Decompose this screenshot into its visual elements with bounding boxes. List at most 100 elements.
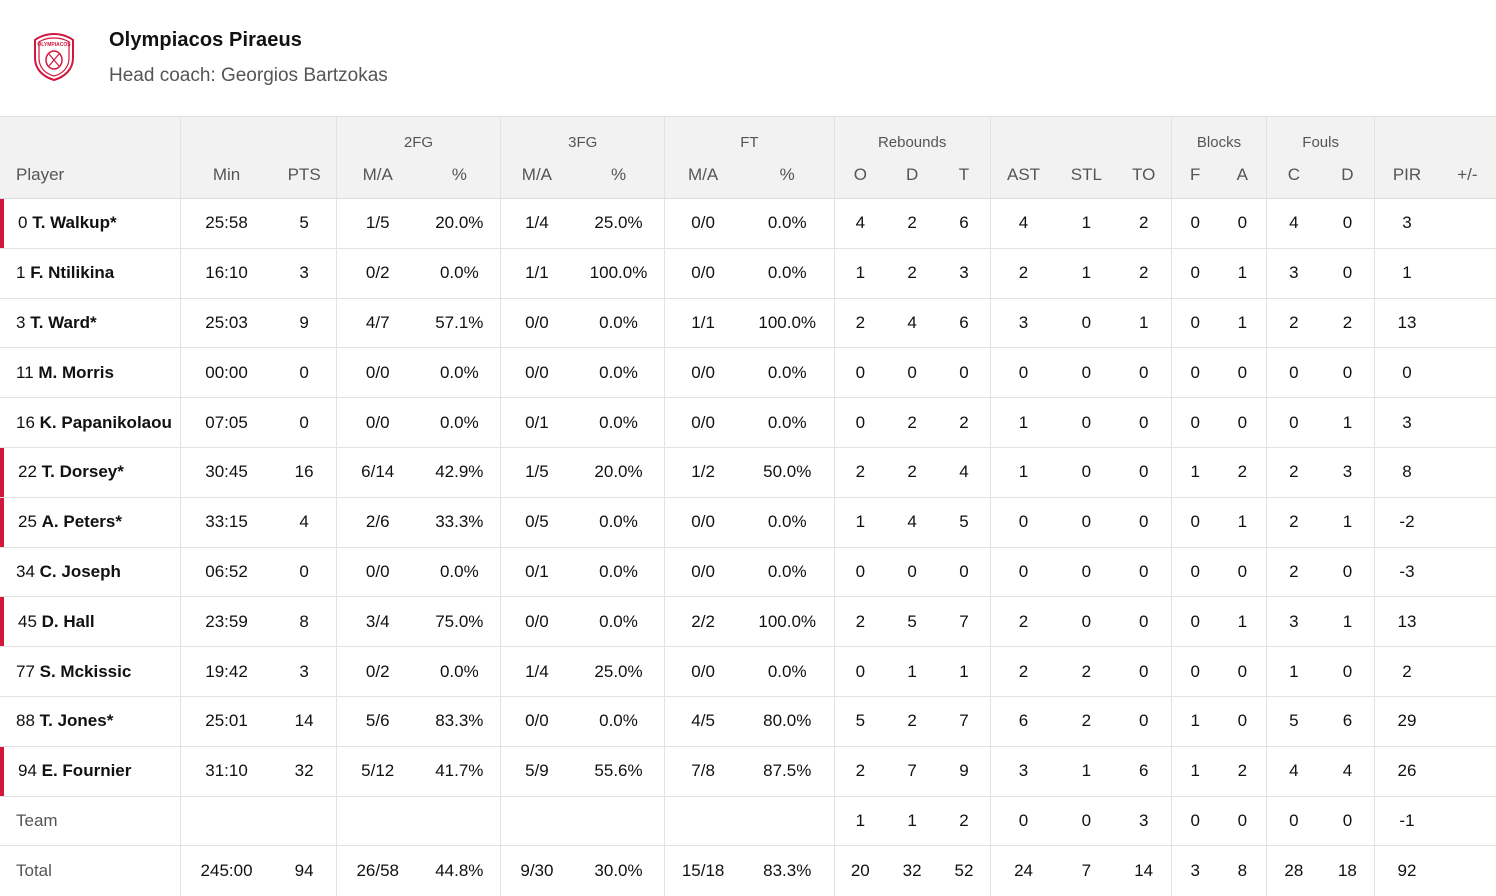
- table-row[interactable]: 11 M. Morris 00:00 0 0/0 0.0% 0/0 0.0% 0/0 0.0% 0…: [0, 347, 1496, 399]
- stat-reb-t: 0: [938, 347, 991, 399]
- col-reb-t[interactable]: T: [938, 152, 991, 199]
- stat-reb-d: 2: [886, 198, 939, 249]
- player-name[interactable]: T. Dorsey*: [41, 462, 124, 482]
- stat-reb-t: 0: [938, 547, 991, 598]
- table-row[interactable]: 25 A. Peters* 33:15 4 2/6 33.3% 0/5 0.0% 0/0 0.0…: [0, 497, 1496, 548]
- player-cell[interactable]: 45 D. Hall: [0, 596, 181, 648]
- stat-plus-minus: [1438, 596, 1496, 648]
- stat-foul-c: 3: [1266, 248, 1321, 299]
- stat-foul-c: 2: [1266, 447, 1321, 498]
- table-row[interactable]: 45 D. Hall 23:59 8 3/4 75.0% 0/0 0.0% 2/2 100.0%…: [0, 596, 1496, 648]
- player-cell[interactable]: 34 C. Joseph: [0, 547, 181, 598]
- stat-blk-a: 0: [1218, 198, 1267, 249]
- col-stl[interactable]: STL: [1056, 152, 1117, 199]
- table-row[interactable]: 0 T. Walkup* 25:58 5 1/5 20.0% 1/4 25.0% 0/0 0.0…: [0, 198, 1496, 249]
- player-name[interactable]: A. Peters*: [41, 512, 122, 532]
- stat-pir: -3: [1374, 547, 1439, 598]
- stat-stl: 0: [1056, 447, 1117, 498]
- col-reb-d[interactable]: D: [886, 152, 939, 199]
- player-name[interactable]: T. Walkup*: [32, 213, 117, 233]
- stat-blk-f: 0: [1170, 198, 1219, 249]
- player-cell[interactable]: 3 T. Ward*: [0, 298, 181, 349]
- team-header: OLYMPIACOS Olympiacos Piraeus Head coach…: [0, 0, 1496, 116]
- table-row[interactable]: 3 T. Ward* 25:03 9 4/7 57.1% 0/0 0.0% 1/1 100.0%…: [0, 298, 1496, 349]
- col-reb-o[interactable]: O: [833, 152, 887, 199]
- col-2fg-ma[interactable]: M/A: [335, 152, 419, 199]
- stat-foul-c: 2: [1266, 298, 1321, 349]
- col-ft-pct[interactable]: %: [740, 152, 835, 199]
- col-plus-minus[interactable]: +/-: [1438, 152, 1496, 199]
- stat-min: 30:45: [179, 447, 273, 498]
- player-name[interactable]: S. Mckissic: [39, 661, 132, 681]
- col-blk-f[interactable]: F: [1170, 152, 1219, 199]
- table-row[interactable]: 16 K. Papanikolaou 07:05 0 0/0 0.0% 0/1 0.0% 0/…: [0, 397, 1496, 448]
- col-2fg-pct[interactable]: %: [418, 152, 501, 199]
- col-to[interactable]: TO: [1116, 152, 1172, 199]
- table-row[interactable]: 22 T. Dorsey* 30:45 16 6/14 42.9% 1/5 20.0% 1/2…: [0, 447, 1496, 498]
- col-foul-d[interactable]: D: [1320, 152, 1375, 199]
- col-min[interactable]: Min: [179, 152, 273, 199]
- player-name[interactable]: M. Morris: [38, 362, 114, 382]
- stat-3fg-ma: 0/1: [500, 397, 573, 448]
- player-name[interactable]: K. Papanikolaou: [39, 412, 172, 432]
- table-row[interactable]: 94 E. Fournier 31:10 32 5/12 41.7% 5/9 55.6% 7/…: [0, 746, 1496, 797]
- stat-reb-o: 1: [833, 796, 887, 847]
- table-row[interactable]: 34 C. Joseph 06:52 0 0/0 0.0% 0/1 0.0% 0/0 0.0% 0…: [0, 547, 1496, 598]
- stat-pts: 9: [272, 298, 337, 349]
- stat-foul-d: 0: [1320, 248, 1375, 299]
- stat-blk-f: 0: [1170, 248, 1219, 299]
- player-name[interactable]: D. Hall: [41, 611, 95, 631]
- table-row[interactable]: 1 F. Ntilikina 16:10 3 0/2 0.0% 1/1 100.0% 0/0 0…: [0, 248, 1496, 299]
- stat-reb-d: 2: [886, 397, 939, 448]
- player-cell[interactable]: 1 F. Ntilikina: [0, 248, 181, 299]
- stat-pir: 8: [1374, 447, 1439, 498]
- stat-reb-o: 2: [833, 746, 887, 797]
- col-pts[interactable]: PTS: [272, 152, 337, 199]
- stat-2fg-pct: 44.8%: [435, 861, 484, 880]
- player-cell[interactable]: 22 T. Dorsey*: [0, 447, 181, 498]
- stat-pts: 4: [272, 497, 337, 548]
- stat-blk-f: 0: [1170, 646, 1219, 697]
- total-row: Total 245:00 94 26/58 44.8% 9/30 30.0% 15/18 83.…: [0, 845, 1496, 896]
- stat-reb-d: 7: [886, 746, 939, 797]
- stat-min: 25:03: [179, 298, 273, 349]
- player-cell[interactable]: 25 A. Peters*: [0, 497, 181, 548]
- stat-blk-a: 8: [1237, 861, 1248, 880]
- stat-reb-d: 5: [886, 596, 939, 648]
- stat-pts: 0: [272, 347, 337, 399]
- player-name[interactable]: F. Ntilikina: [30, 263, 115, 283]
- col-ast[interactable]: AST: [989, 152, 1057, 199]
- player-name[interactable]: E. Fournier: [41, 761, 132, 781]
- stat-ft-ma: 0/0: [664, 248, 741, 299]
- stat-pir: 92: [1374, 845, 1439, 896]
- player-name[interactable]: T. Ward*: [30, 312, 97, 332]
- col-foul-c[interactable]: C: [1266, 152, 1321, 199]
- col-3fg-ma[interactable]: M/A: [500, 152, 573, 199]
- player-cell[interactable]: 77 S. Mckissic: [0, 646, 181, 697]
- player-cell[interactable]: 0 T. Walkup*: [0, 198, 181, 249]
- player-cell[interactable]: 88 T. Jones*: [0, 696, 181, 747]
- stat-3fg-ma: 5/9: [500, 746, 573, 797]
- col-3fg-pct[interactable]: %: [572, 152, 665, 199]
- player-name[interactable]: T. Jones*: [39, 711, 114, 731]
- player-cell[interactable]: 11 M. Morris: [0, 347, 181, 399]
- table-row[interactable]: 88 T. Jones* 25:01 14 5/6 83.3% 0/0 0.0% 4/5 80.…: [0, 696, 1496, 747]
- stat-3fg-pct: 30.0%: [594, 861, 643, 880]
- stat-3fg-pct: 25.0%: [572, 198, 665, 249]
- stat-pts: 16: [272, 447, 337, 498]
- col-pir[interactable]: PIR: [1374, 152, 1439, 199]
- stat-reb-d: 0: [886, 547, 939, 598]
- player-name[interactable]: C. Joseph: [39, 561, 121, 581]
- col-player[interactable]: Player: [0, 152, 181, 199]
- stat-reb-t: 7: [938, 696, 991, 747]
- group-empty: [989, 116, 1172, 153]
- stat-reb-t: 9: [938, 746, 991, 797]
- stat-3fg-ma: 0/0: [500, 298, 573, 349]
- player-cell[interactable]: 16 K. Papanikolaou: [0, 397, 181, 448]
- player-number: 1: [16, 263, 31, 283]
- player-cell[interactable]: 94 E. Fournier: [0, 746, 181, 797]
- col-ft-ma[interactable]: M/A: [664, 152, 741, 199]
- team-row: Team 1 1 2 0 0 3 0 0 0 0 -1: [0, 796, 1496, 847]
- col-blk-a[interactable]: A: [1218, 152, 1267, 199]
- table-row[interactable]: 77 S. Mckissic 19:42 3 0/2 0.0% 1/4 25.0% 0/0 0.…: [0, 646, 1496, 697]
